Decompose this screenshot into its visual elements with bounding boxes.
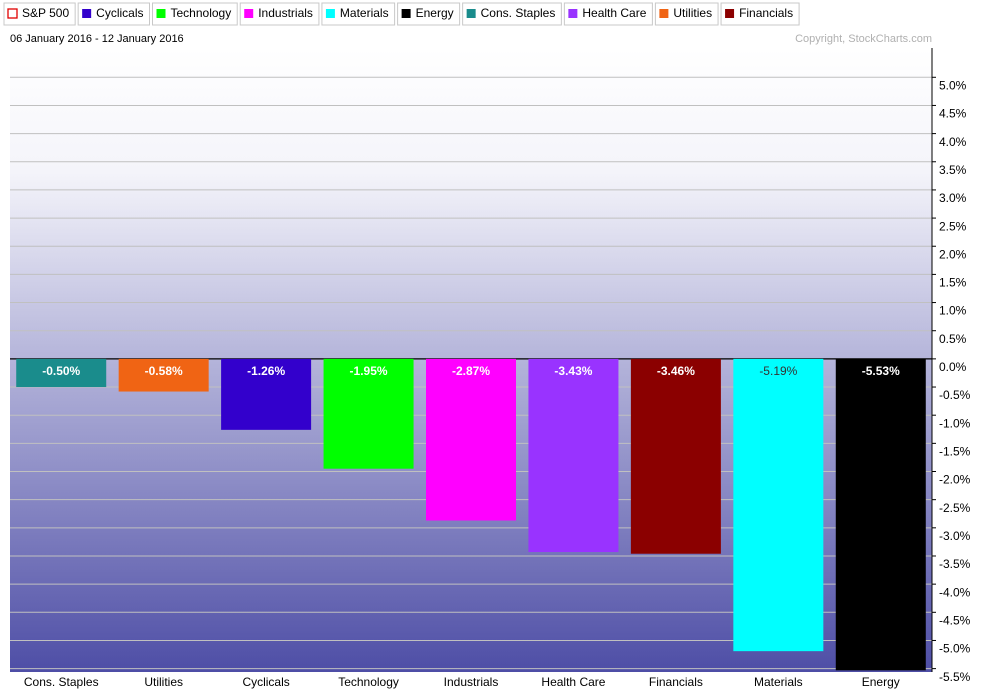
legend-label: Cons. Staples	[481, 6, 556, 20]
legend-swatch	[725, 9, 735, 18]
legend-label: Utilities	[673, 6, 712, 20]
x-tick-label: Utilities	[144, 675, 183, 689]
legend-item[interactable]	[321, 2, 396, 26]
y-tick-label: -1.5%	[939, 445, 971, 459]
legend-swatch	[325, 9, 335, 18]
bar	[835, 358, 926, 671]
legend-label: Financials	[739, 6, 793, 20]
bar	[16, 358, 107, 388]
y-tick-label: -2.5%	[939, 501, 971, 515]
y-tick-label: 0.5%	[939, 332, 967, 346]
value-label: -3.46%	[657, 364, 695, 378]
x-tick-label: Cons. Staples	[24, 675, 99, 689]
value-label: -0.58%	[145, 364, 183, 378]
legend-swatch	[7, 8, 18, 19]
y-tick-label: -0.5%	[939, 388, 971, 402]
legend-item[interactable]	[152, 2, 238, 26]
legend-label: Materials	[340, 6, 389, 20]
legend-swatch	[401, 9, 411, 18]
y-tick-label: -1.0%	[939, 416, 971, 430]
bar	[733, 358, 824, 652]
legend-swatch	[568, 9, 578, 18]
legend-item[interactable]	[239, 2, 320, 26]
x-tick-label: Industrials	[444, 675, 499, 689]
bar	[118, 358, 209, 392]
legend-label: S&P 500	[22, 6, 69, 20]
legend-swatch	[466, 9, 476, 18]
legend-swatch	[659, 9, 669, 18]
legend-label: Cyclicals	[96, 6, 143, 20]
bar	[221, 358, 312, 430]
legend-label: Health Care	[582, 6, 646, 20]
x-tick-label: Health Care	[541, 675, 605, 689]
y-tick-label: 3.5%	[939, 163, 967, 177]
y-tick-label: -3.5%	[939, 557, 971, 571]
y-tick-label: 0.0%	[939, 360, 967, 374]
value-label: -2.87%	[452, 364, 490, 378]
value-label: -0.50%	[42, 364, 80, 378]
legend-item[interactable]	[654, 2, 719, 26]
legend-item[interactable]	[77, 2, 150, 26]
legend-item[interactable]	[720, 2, 800, 26]
legend-item[interactable]	[563, 2, 653, 26]
legend-swatch	[82, 9, 92, 18]
bar	[323, 358, 414, 469]
copyright: Copyright, StockCharts.com	[795, 33, 932, 45]
bar	[528, 358, 619, 553]
legend-label: Energy	[416, 6, 454, 20]
bar	[630, 358, 721, 554]
y-tick-label: 4.5%	[939, 107, 967, 121]
x-tick-label: Cyclicals	[242, 675, 289, 689]
y-tick-label: -3.0%	[939, 529, 971, 543]
y-tick-label: 1.5%	[939, 276, 967, 290]
y-tick-label: 2.5%	[939, 219, 967, 233]
legend-swatch	[244, 9, 254, 18]
y-tick-label: -5.5%	[939, 670, 971, 684]
x-tick-label: Financials	[649, 675, 703, 689]
legend-item[interactable]	[397, 2, 461, 26]
value-label: -1.95%	[350, 364, 388, 378]
x-tick-label: Materials	[754, 675, 803, 689]
y-tick-label: 1.0%	[939, 304, 967, 318]
subtitle: 06 January 2016 - 12 January 2016	[10, 33, 184, 45]
legend-label: Technology	[171, 6, 232, 20]
legend-item[interactable]	[462, 2, 562, 26]
y-tick-label: -4.0%	[939, 585, 971, 599]
y-tick-label: -4.5%	[939, 613, 971, 627]
y-tick-label: 3.0%	[939, 191, 967, 205]
y-tick-label: 5.0%	[939, 78, 967, 92]
legend-item[interactable]	[3, 2, 76, 26]
y-tick-label: 4.0%	[939, 135, 967, 149]
value-label: -5.53%	[862, 364, 900, 378]
bar	[426, 358, 516, 521]
y-tick-label: 2.0%	[939, 247, 967, 261]
y-tick-label: -2.0%	[939, 473, 971, 487]
value-label: -3.43%	[554, 364, 592, 378]
value-label: -1.26%	[247, 364, 285, 378]
x-tick-label: Technology	[338, 675, 399, 689]
y-tick-label: -5.0%	[939, 642, 971, 656]
x-tick-label: Energy	[862, 675, 900, 689]
legend-swatch	[156, 9, 166, 18]
value-label: -5.19%	[759, 364, 797, 378]
legend-label: Industrials	[258, 6, 313, 20]
